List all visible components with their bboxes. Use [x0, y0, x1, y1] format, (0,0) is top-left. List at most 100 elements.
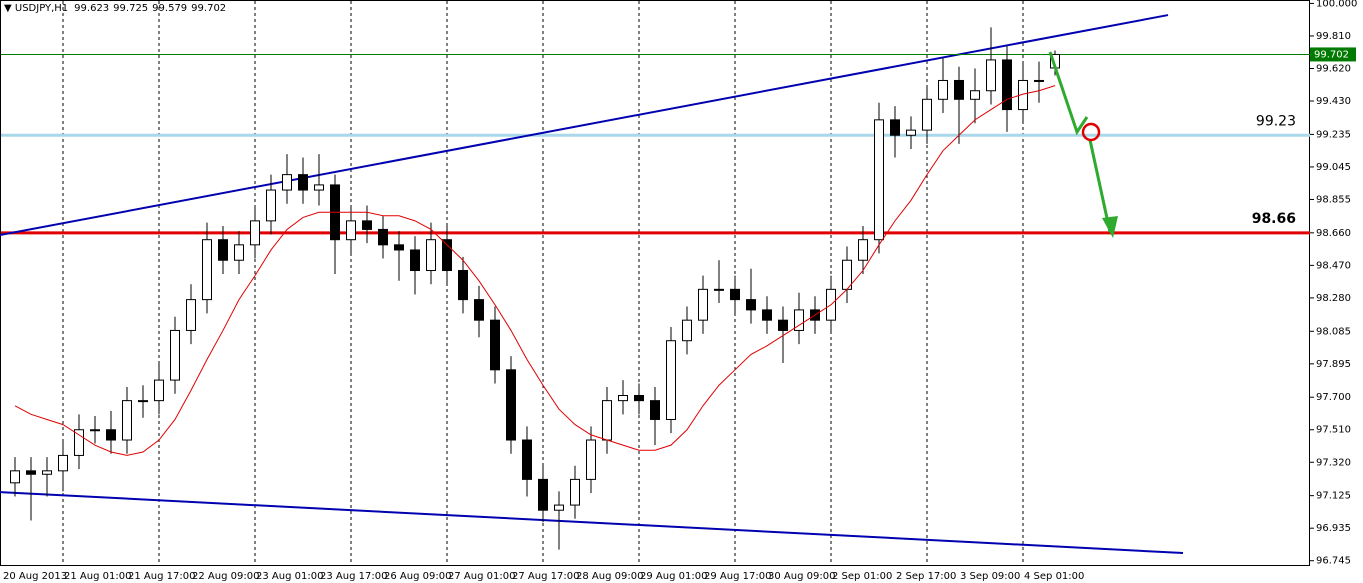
plot-frame — [0, 0, 1310, 566]
x-tick-label: 29 Aug 17:00 — [704, 571, 771, 582]
y-tick-label: 97.895 — [1316, 359, 1351, 370]
candle-body — [362, 220, 372, 230]
candle-body — [378, 228, 388, 246]
target-circle — [1081, 122, 1101, 142]
level-label: 98.66 — [1252, 211, 1296, 227]
symbol: USDJPY,H1 — [15, 3, 68, 14]
candle-body — [282, 174, 292, 191]
price-box — [1310, 47, 1356, 62]
candle-body — [762, 309, 772, 321]
y-tick-label: 98.470 — [1316, 260, 1351, 271]
level-label: 99.23 — [1256, 113, 1296, 129]
y-tick-label: 100.000 — [1316, 0, 1357, 9]
candle-body — [394, 244, 404, 251]
candle-body — [682, 319, 692, 342]
candle-body — [234, 244, 244, 261]
candle-body — [490, 319, 500, 371]
arrow-head — [1102, 216, 1118, 238]
candle-body — [58, 454, 68, 472]
candle-body — [698, 288, 708, 321]
x-tick-label: 27 Aug 01:00 — [448, 571, 515, 582]
y-tick-label: 99.430 — [1316, 96, 1351, 107]
x-tick-label: 23 Aug 01:00 — [256, 571, 323, 582]
candle-body — [298, 174, 308, 191]
marks — [10, 27, 1060, 550]
x-tick-label: 23 Aug 17:00 — [320, 571, 387, 582]
y-tick-label: 98.660 — [1316, 228, 1351, 239]
y-tick-label: 96.745 — [1316, 556, 1351, 567]
candle-body — [458, 270, 468, 301]
candle-body — [602, 400, 612, 441]
trendline — [0, 14, 1169, 237]
candle-body — [1034, 79, 1044, 82]
x-tick-label: 2 Sep 17:00 — [896, 571, 956, 582]
x-tick-label: 30 Aug 09:00 — [768, 571, 835, 582]
candle-body — [954, 79, 964, 100]
x-tick-label: 20 Aug 2013 — [3, 571, 67, 582]
candle-body — [154, 379, 164, 402]
y-tick-label: 96.935 — [1316, 523, 1351, 534]
x-tick-label: 4 Sep 01:00 — [1024, 571, 1084, 582]
candle-body — [170, 329, 180, 381]
candle-body — [186, 299, 196, 331]
x-tick-label: 21 Aug 17:00 — [128, 571, 195, 582]
candle-body — [346, 220, 356, 241]
candle-body — [970, 90, 980, 100]
candle-body — [730, 288, 740, 301]
x-tick-label: 28 Aug 09:00 — [576, 571, 643, 582]
trendline — [0, 491, 1184, 555]
candle-body — [474, 299, 484, 321]
header-close: 99.702 — [191, 3, 226, 14]
candle-body — [634, 395, 644, 402]
candle-body — [522, 439, 532, 480]
candle-body — [90, 429, 100, 432]
y-tick-label: 98.280 — [1316, 293, 1351, 304]
candle-body — [538, 478, 548, 511]
x-tick-label: 26 Aug 09:00 — [384, 571, 451, 582]
candle-body — [42, 470, 52, 475]
candle-body — [506, 369, 516, 441]
candle-body — [250, 220, 260, 246]
candle-body — [618, 395, 628, 402]
y-tick-label: 99.045 — [1316, 162, 1351, 173]
x-tick-label: 29 Aug 01:00 — [640, 571, 707, 582]
candle-body — [138, 400, 148, 403]
candle-body — [314, 184, 324, 191]
candle-body — [442, 239, 452, 272]
candle-body — [266, 189, 276, 222]
candle-body — [426, 239, 436, 272]
price-box-label: 99.702 — [1314, 49, 1349, 60]
candle-body — [586, 439, 596, 480]
candle-body — [746, 299, 756, 311]
candle-body — [554, 504, 564, 511]
y-tick-label: 98.855 — [1316, 194, 1351, 205]
y-tick-label: 97.320 — [1316, 457, 1351, 468]
candle-body — [218, 239, 228, 261]
x-tick-label: 27 Aug 17:00 — [512, 571, 579, 582]
candle-body — [890, 119, 900, 136]
candle-body — [10, 470, 20, 484]
y-tick-label: 97.510 — [1316, 425, 1351, 436]
x-tick-label: 22 Aug 09:00 — [192, 571, 259, 582]
candle-body — [410, 249, 420, 272]
candle-body — [666, 340, 676, 420]
candle-body — [714, 288, 724, 291]
candle-body — [874, 119, 884, 241]
candle-body — [74, 429, 84, 456]
candle-body — [1018, 79, 1028, 111]
x-tick-label: 3 Sep 09:00 — [960, 571, 1020, 582]
candle-body — [922, 98, 932, 131]
candle-body — [794, 309, 804, 331]
y-tick-label: 97.700 — [1316, 392, 1351, 403]
candle-body — [202, 239, 212, 301]
x-tick-label: 2 Sep 01:00 — [832, 571, 892, 582]
candle-body — [570, 478, 580, 506]
forecast-arrow — [1048, 51, 1089, 136]
x-tick-label: 21 Aug 01:00 — [64, 571, 131, 582]
candle-body — [906, 129, 916, 136]
overlay — [1048, 51, 1118, 238]
candle-body — [1002, 59, 1012, 111]
header-open: 99.623 — [74, 3, 109, 14]
candle-body — [938, 79, 948, 100]
